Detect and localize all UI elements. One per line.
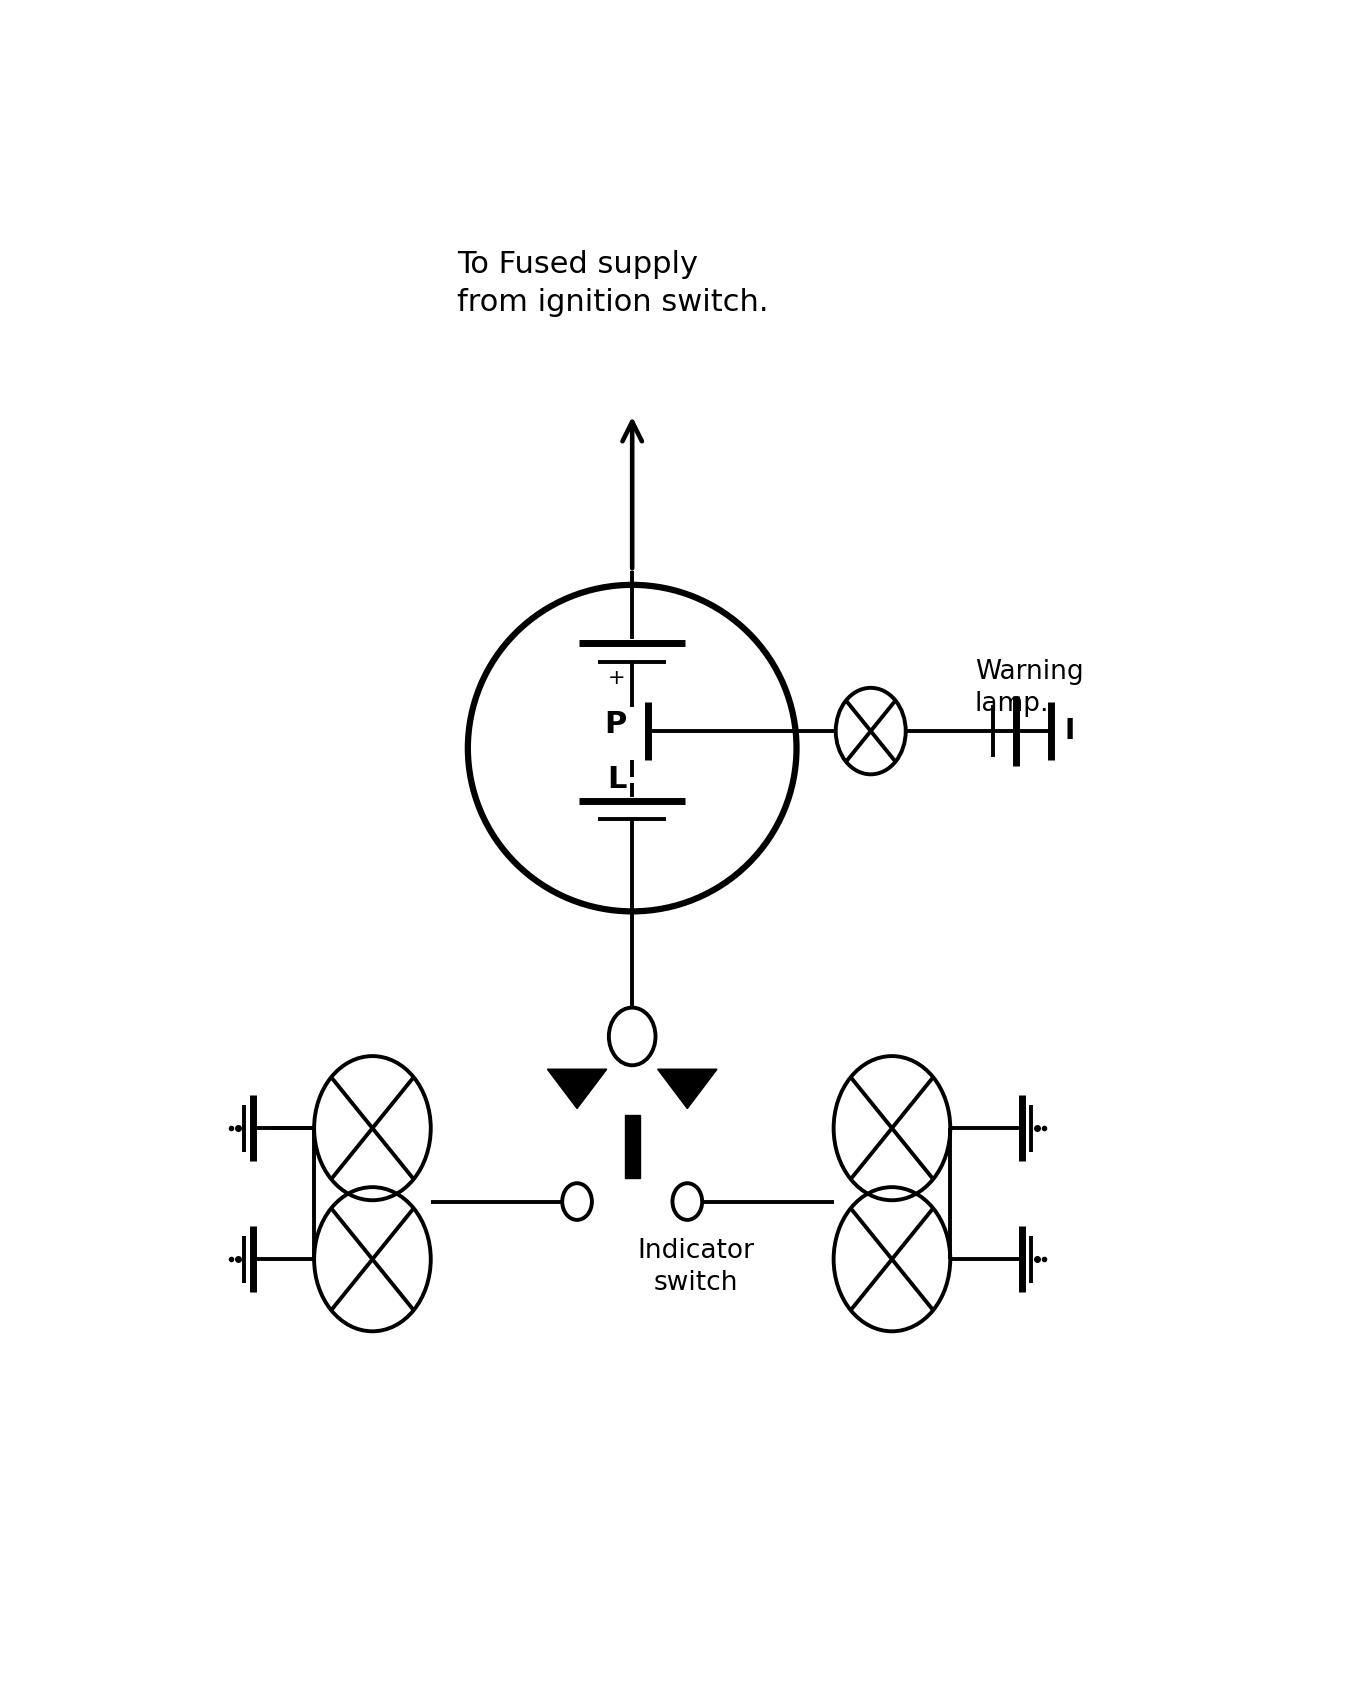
Polygon shape [658,1069,717,1108]
Circle shape [609,1008,655,1065]
Bar [625,1115,640,1178]
Text: +: + [607,669,625,688]
Text: Warning
lamp.: Warning lamp. [974,659,1083,717]
Text: Indicator
switch: Indicator switch [637,1239,754,1297]
Circle shape [562,1183,592,1220]
Text: L: L [607,766,627,795]
Text: I: I [1064,717,1075,745]
Text: To Fused supply
from ignition switch.: To Fused supply from ignition switch. [457,250,769,317]
Polygon shape [547,1069,607,1108]
Circle shape [673,1183,702,1220]
Text: P: P [605,710,627,739]
